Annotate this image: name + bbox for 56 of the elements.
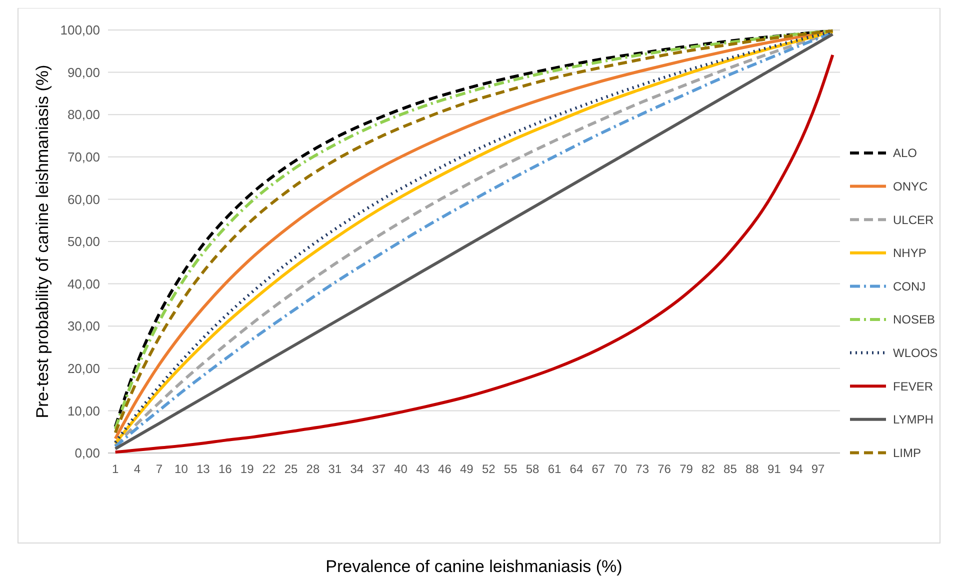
x-axis-title: Prevalence of canine leishmaniasis (%) (326, 557, 622, 576)
x-tick-label: 49 (460, 462, 474, 476)
legend-label: FEVER (893, 379, 934, 394)
x-tick-label: 7 (156, 462, 163, 476)
legend-label: NOSEB (893, 312, 936, 327)
x-tick-label: 1 (112, 462, 119, 476)
x-tick-label: 94 (789, 462, 804, 476)
y-axis-title: Pre-test probability of canine leishmaniasis (%) (33, 64, 52, 418)
y-tick-label: 0,00 (74, 446, 100, 461)
x-tick-label: 4 (134, 462, 141, 476)
x-tick-label: 52 (482, 462, 496, 476)
x-tick-label: 16 (218, 462, 232, 476)
legend-label: CONJ (893, 279, 926, 294)
x-tick-label: 58 (526, 462, 540, 476)
x-tick-label: 34 (350, 462, 364, 476)
x-tick-label: 43 (416, 462, 430, 476)
legend-label: ONYC (893, 180, 928, 194)
y-tick-label: 90,00 (67, 64, 100, 80)
x-tick-label: 55 (504, 462, 518, 476)
x-tick-label: 28 (306, 462, 320, 476)
y-tick-label: 30,00 (67, 318, 100, 334)
x-tick-label: 76 (658, 462, 672, 476)
y-tick-label: 10,00 (67, 403, 100, 418)
y-tick-label: 70,00 (67, 149, 100, 164)
legend-label: ULCER (893, 212, 934, 227)
y-tick-label: 80,00 (67, 107, 100, 122)
x-tick-label: 79 (680, 462, 694, 476)
x-tick-label: 13 (196, 462, 210, 476)
y-tick-label: 40,00 (67, 276, 100, 292)
x-tick-label: 67 (592, 462, 606, 476)
x-tick-label: 64 (570, 462, 584, 476)
x-tick-label: 19 (240, 462, 254, 476)
x-tick-label: 31 (328, 462, 342, 476)
x-tick-label: 46 (438, 462, 452, 476)
x-tick-label: 61 (548, 462, 562, 476)
legend-label: LIMP (893, 446, 922, 460)
legend-label: NHYP (893, 246, 926, 260)
legend-label: WLOOS (893, 346, 938, 360)
y-tick-label: 60,00 (67, 192, 100, 207)
x-tick-label: 37 (372, 462, 386, 476)
x-tick-label: 82 (702, 462, 716, 476)
x-tick-label: 40 (394, 462, 408, 476)
x-tick-label: 97 (811, 462, 826, 476)
x-tick-label: 25 (284, 462, 298, 476)
legend-label: ALO (893, 146, 918, 160)
x-tick-label: 22 (262, 462, 276, 476)
x-tick-label: 70 (614, 462, 628, 476)
x-tick-label: 10 (174, 462, 188, 476)
legend-label: LYMPH (893, 412, 934, 427)
x-tick-label: 91 (767, 462, 782, 476)
x-tick-label: 85 (724, 462, 738, 476)
y-tick-label: 20,00 (67, 360, 100, 376)
x-tick-label: 88 (745, 462, 760, 476)
y-tick-label: 100,00 (60, 22, 100, 38)
y-tick-label: 50,00 (67, 234, 100, 250)
x-tick-label: 73 (636, 462, 650, 476)
